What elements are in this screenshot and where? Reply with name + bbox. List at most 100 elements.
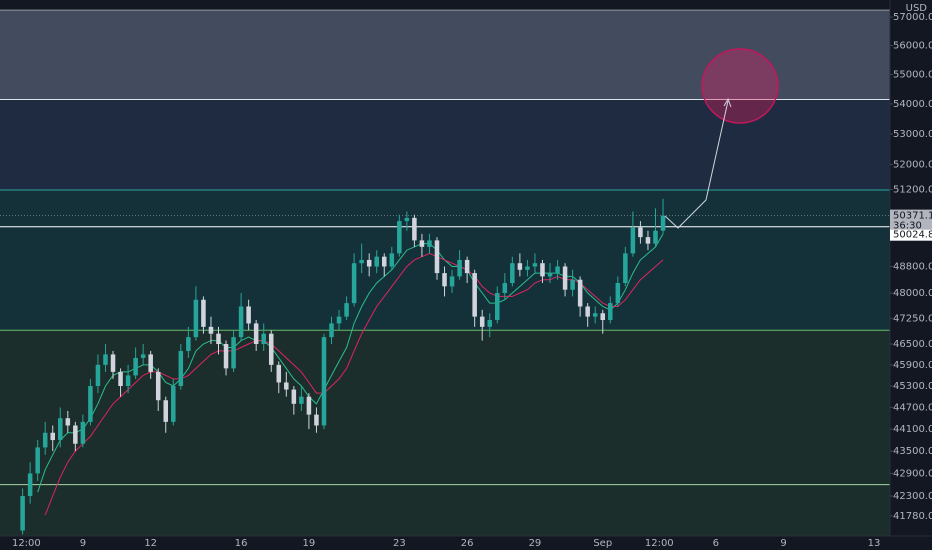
y-tick-label: 52000.00: [893, 160, 932, 171]
candle-body: [148, 354, 153, 372]
candle-body: [608, 303, 613, 321]
candle-body: [517, 263, 523, 270]
price-line-label: 50024.84: [893, 230, 932, 241]
y-tick-label: 57000.00: [893, 12, 932, 23]
candle-body: [140, 354, 146, 358]
y-tick-label: 45300.00: [893, 381, 932, 392]
x-tick-label: 12: [144, 538, 157, 549]
candle-body: [65, 418, 71, 426]
countdown-label: 36:30: [893, 221, 922, 232]
candle-body: [35, 447, 40, 474]
candle-body: [645, 237, 651, 244]
candle-body: [208, 326, 214, 334]
candle-body: [562, 266, 568, 290]
y-tick-label: 45900.00: [893, 360, 932, 371]
zone: [0, 99, 890, 191]
x-tick-label: 23: [393, 538, 406, 549]
candle-body: [457, 259, 462, 277]
candle-body: [464, 259, 470, 274]
y-tick-label: 48800.00: [893, 261, 932, 272]
candle-body: [540, 263, 545, 277]
candle-body: [178, 350, 184, 387]
candle-body: [577, 279, 583, 307]
x-tick-label: 9: [80, 538, 86, 549]
candle-body: [276, 364, 282, 383]
candle-body: [570, 279, 575, 290]
candle-body: [532, 263, 538, 267]
candle-body: [336, 316, 342, 324]
candle-body: [238, 306, 244, 338]
candle-body: [133, 357, 138, 376]
candle-body: [80, 421, 86, 444]
candle-body: [261, 333, 266, 345]
x-tick-label: Sep: [593, 538, 612, 549]
candle-body: [50, 432, 56, 441]
candle-body: [299, 396, 304, 404]
last-price-label: 50371.17: [893, 211, 932, 222]
candle-body: [397, 221, 402, 254]
x-tick-label: 12:00: [12, 538, 41, 549]
y-tick-label: 47250.00: [893, 313, 932, 324]
target-ellipse: [701, 48, 779, 124]
x-tick-label: 13: [868, 538, 881, 549]
axis-labels: 57000.00 56000.00 55000.00 54000.00 53000.00…: [12, 12, 932, 549]
y-tick-label: 55000.00: [893, 69, 932, 80]
candle-body: [479, 316, 485, 327]
candle-body: [585, 306, 590, 317]
candle-body: [419, 240, 425, 247]
candle-body: [653, 230, 658, 244]
candle-body: [638, 227, 643, 238]
candle-body: [216, 333, 221, 345]
x-tick-label: 19: [303, 538, 316, 549]
candle-body: [366, 259, 372, 267]
candle-body: [20, 496, 25, 531]
x-tick-label: 9: [780, 538, 786, 549]
candle-body: [427, 240, 432, 247]
candle-body: [171, 386, 176, 422]
candle-body: [42, 432, 48, 448]
x-tick-label: 12:00: [645, 538, 674, 549]
x-tick-label: 6: [713, 538, 719, 549]
candles: [20, 198, 666, 535]
candle-body: [623, 253, 628, 284]
candle-body: [125, 375, 131, 387]
candle-body: [253, 323, 259, 345]
y-tick-label: 48000.00: [893, 288, 932, 299]
candle-body: [329, 323, 334, 338]
candle-body: [201, 299, 206, 327]
candle-body: [306, 396, 312, 415]
candle-body: [374, 256, 379, 267]
candle-body: [359, 259, 364, 264]
y-tick-label: 46500.00: [893, 339, 932, 350]
annotation: [664, 48, 779, 229]
x-tick-label: 26: [461, 538, 474, 549]
candle-body: [502, 283, 508, 294]
arrow-head: [723, 97, 732, 108]
candle-body: [344, 303, 349, 317]
candle-body: [389, 253, 395, 267]
candle-body: [110, 354, 116, 372]
zones: [0, 10, 890, 536]
candle-body: [246, 306, 251, 324]
price-line-box: [890, 229, 932, 241]
candle-body: [231, 337, 236, 369]
candle-body: [58, 418, 63, 441]
candle-body: [412, 217, 417, 241]
last-price-box: [890, 209, 932, 232]
candle-body: [449, 276, 455, 287]
candle-body: [284, 382, 289, 390]
moving-average: [44, 252, 664, 516]
candle-body: [472, 273, 477, 317]
y-tick-label: 51200.00: [893, 184, 932, 195]
candle-body: [163, 400, 169, 422]
candle-body: [223, 344, 229, 369]
moving-averages: [37, 233, 664, 516]
levels: [0, 9, 890, 486]
candle-body: [95, 364, 101, 387]
candle-body: [27, 473, 33, 497]
candle-body: [404, 217, 410, 222]
y-tick-label: 42300.00: [893, 491, 932, 502]
y-tick-label: 41780.00: [893, 511, 932, 522]
moving-average: [37, 233, 664, 493]
